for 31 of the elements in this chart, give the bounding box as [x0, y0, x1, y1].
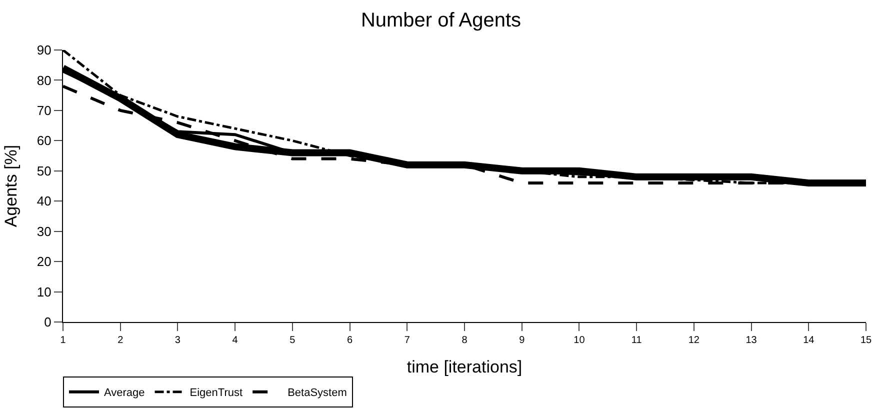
x-tick-label: 3 [174, 335, 181, 346]
y-tick-label: 80 [36, 72, 52, 88]
y-axis-title: Agents [%] [1, 144, 20, 228]
y-tick-label: 50 [36, 163, 52, 178]
legend-label: BetaSystem [288, 387, 347, 400]
x-tick-label: 9 [519, 335, 526, 346]
y-tick-label: 40 [36, 194, 52, 209]
x-axis-title: time [iterations] [406, 357, 522, 376]
x-tick-label: 10 [574, 335, 586, 346]
x-tick-label: 7 [404, 335, 410, 346]
x-tick-label: 8 [462, 335, 468, 346]
x-tick-label: 6 [347, 335, 354, 346]
x-tick-label: 4 [232, 335, 238, 346]
x-tick-label: 15 [860, 335, 872, 346]
legend-label: Average [104, 387, 145, 400]
legend-label: EigenTrust [190, 387, 243, 400]
y-tick-label: 30 [36, 224, 52, 239]
x-tick-label: 13 [746, 335, 758, 346]
y-tick-label: 0 [44, 314, 52, 330]
x-tick-label: 1 [60, 335, 66, 346]
x-tick-label: 12 [688, 335, 700, 346]
y-tick-label: 90 [36, 42, 52, 58]
y-tick-label: 60 [36, 133, 52, 148]
y-tick-label: 20 [36, 254, 52, 270]
x-tick-label: 2 [118, 335, 124, 346]
x-tick-label: 11 [631, 335, 642, 346]
chart-title: Number of Agents [360, 10, 522, 32]
x-tick-label: 14 [803, 335, 815, 346]
y-tick-label: 10 [36, 284, 52, 300]
y-tick-label: 70 [36, 102, 52, 118]
x-tick-label: 5 [290, 335, 296, 346]
